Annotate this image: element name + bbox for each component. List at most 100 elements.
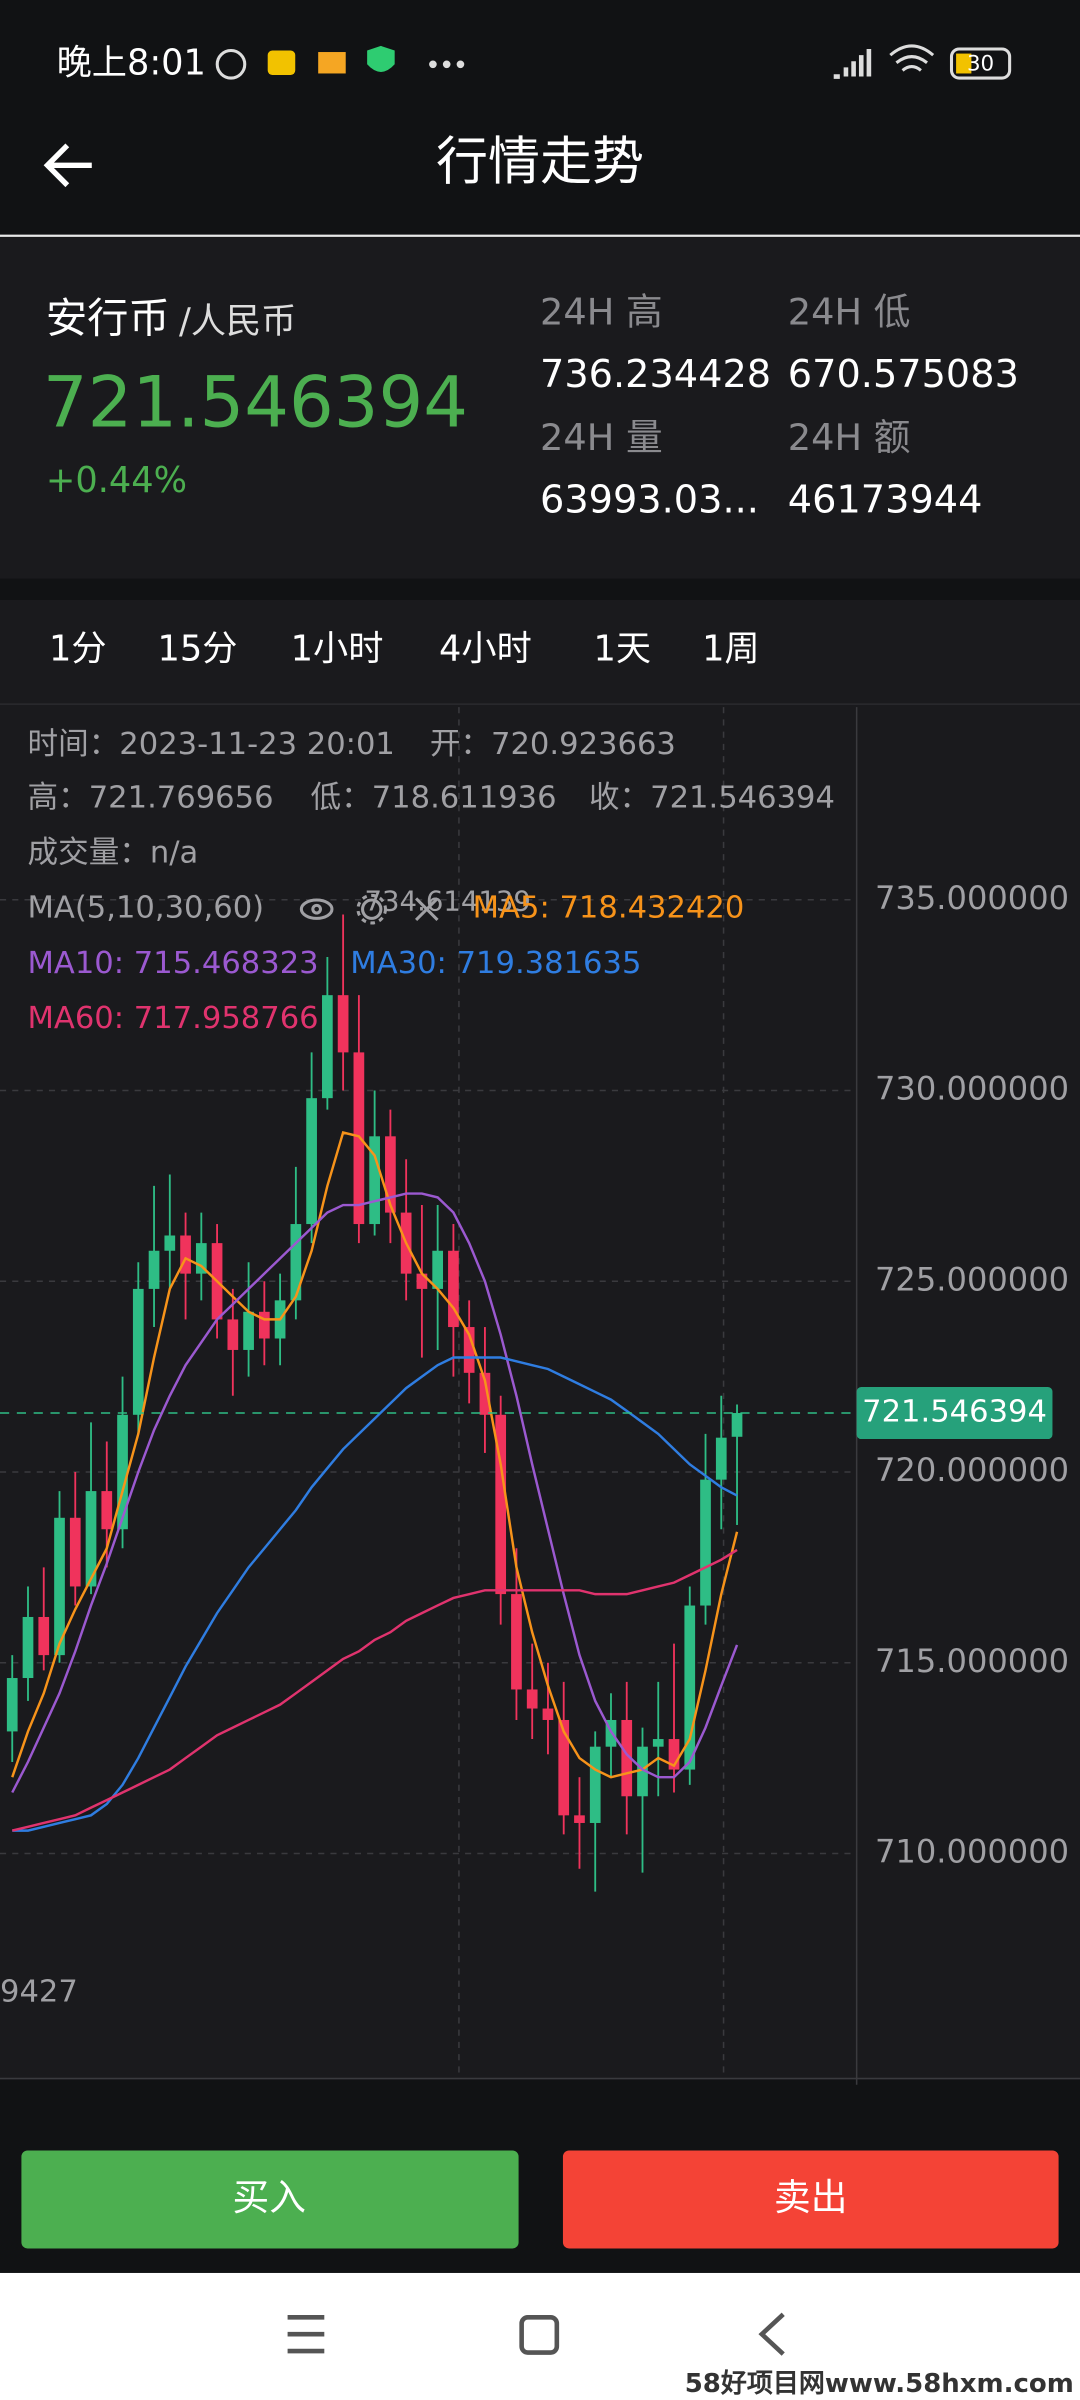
candle-body xyxy=(322,995,333,1099)
legend-entry: MA30: 719.381635 xyxy=(350,946,641,981)
candle-body xyxy=(227,1319,239,1350)
ma-line xyxy=(12,1356,738,1832)
home-button[interactable] xyxy=(519,2315,560,2355)
candle-body xyxy=(22,1616,34,1679)
y-tick-label: 710.000000 xyxy=(875,1832,1069,1870)
info-low: 低：718.611936 xyxy=(311,780,557,815)
candle-body xyxy=(731,1413,743,1437)
ma-line xyxy=(11,1131,739,1779)
candle-body xyxy=(684,1605,696,1770)
candle-body xyxy=(558,1719,570,1816)
candle-body xyxy=(448,1250,459,1328)
back-button[interactable] xyxy=(43,143,92,188)
info-high: 高：721.769656 xyxy=(28,780,274,815)
y-tick-label: 735.000000 xyxy=(875,879,1069,917)
ticker-panel xyxy=(0,237,1080,579)
interval-tab[interactable]: 1周 xyxy=(702,629,760,670)
plot-area: 734.614139 xyxy=(0,885,857,1892)
candle-body xyxy=(479,1372,491,1415)
candle-body xyxy=(416,1273,428,1289)
candle-body xyxy=(463,1327,475,1373)
ma-line xyxy=(11,1548,738,1832)
info-volume: 成交量：n/a xyxy=(28,836,199,871)
candle-body xyxy=(511,1594,522,1690)
candle-body xyxy=(306,1098,317,1225)
candle-body xyxy=(652,1739,664,1747)
candle-body xyxy=(369,1136,380,1225)
tab-bar xyxy=(0,600,1080,705)
candle-body xyxy=(38,1616,50,1656)
sell-label: 卖出 xyxy=(774,2176,847,2219)
nav-bar xyxy=(0,2272,1080,2400)
buy-label: 买入 xyxy=(233,2176,306,2219)
candle-body xyxy=(243,1311,254,1350)
candle-body xyxy=(526,1689,538,1709)
candle-body xyxy=(180,1235,191,1274)
interval-tab[interactable]: 4小时 xyxy=(439,629,532,670)
candle-body xyxy=(54,1517,65,1656)
buy-button[interactable] xyxy=(21,2150,519,2249)
interval-tab[interactable]: 1分 xyxy=(49,629,107,670)
legend-entry: MA60: 717.958766 xyxy=(28,1001,319,1036)
info-time: 时间：2023-11-23 20:01 xyxy=(28,727,395,762)
ma-line xyxy=(11,1192,739,1794)
candle-body xyxy=(101,1491,113,1530)
ma-title: MA(5,10,30,60) xyxy=(28,891,265,926)
candle-body xyxy=(258,1311,270,1339)
menu-button[interactable] xyxy=(287,2315,325,2354)
y-tick-label: 725.000000 xyxy=(875,1260,1069,1298)
candle-body xyxy=(432,1250,444,1289)
stat-label: 24H 低 xyxy=(788,290,911,333)
candle-body xyxy=(637,1746,648,1797)
candle-body xyxy=(148,1250,160,1289)
info-open: 开：720.923663 xyxy=(430,727,676,762)
candle-body xyxy=(589,1746,601,1823)
back-nav-button[interactable] xyxy=(758,2312,785,2356)
sell-button[interactable] xyxy=(562,2150,1059,2249)
interval-tab[interactable]: 1小时 xyxy=(291,629,384,670)
stat-value: 736.234428 xyxy=(540,352,771,397)
candle-body xyxy=(117,1414,128,1530)
stat-label: 24H 额 xyxy=(788,416,911,459)
candle-body xyxy=(668,1739,680,1770)
candle-body xyxy=(195,1243,207,1274)
stat-value: 46173944 xyxy=(788,478,983,523)
stat-value: 63993.03... xyxy=(540,478,759,523)
candle-body xyxy=(700,1479,711,1606)
y-tick-label: 720.000000 xyxy=(875,1451,1069,1489)
legend-entry: MA10: 715.468323 xyxy=(28,946,319,981)
candle-body xyxy=(6,1678,18,1732)
min-label: 9427 xyxy=(0,1974,78,2009)
y-tick-label: 730.000000 xyxy=(875,1070,1069,1108)
candle-body xyxy=(290,1224,302,1301)
interval-tab[interactable]: 1天 xyxy=(594,629,652,670)
price-axis: 710.000000 715.000000 720.000000 725.000000… xyxy=(856,879,1069,1871)
info-close: 收：721.546394 xyxy=(589,780,835,815)
chart-info: 时间：2023-11-23 20:01 开：720.923663 高：721.7… xyxy=(0,727,835,2009)
ma-controls[interactable] xyxy=(299,893,439,925)
candle-body xyxy=(542,1708,554,1720)
max-label: 734.614139 xyxy=(365,885,531,917)
candle-body xyxy=(385,1136,396,1213)
current-price: 721.546394 xyxy=(43,362,468,444)
page-title: 行情走势 xyxy=(436,132,644,192)
candle-body xyxy=(621,1719,633,1797)
interval-tab[interactable]: 15分 xyxy=(158,629,238,670)
candle-body xyxy=(574,1815,585,1823)
legend: MA5: 718.432420 MA10: 715.468323 MA30: 719… xyxy=(28,891,745,1036)
watermark: 58好项目网www.58hxm.com xyxy=(685,2369,1074,2399)
candle-body xyxy=(85,1491,97,1587)
coin-name: 安行币 xyxy=(46,294,170,342)
candle-body xyxy=(337,995,349,1053)
quote-currency: /人民币 xyxy=(179,301,296,342)
candle-body xyxy=(495,1414,507,1595)
price-change: +0.44% xyxy=(46,460,187,501)
candle-body xyxy=(69,1517,81,1587)
status-time: 晚上8:01 xyxy=(57,42,206,83)
candle-body xyxy=(164,1235,176,1251)
battery-level: 30 xyxy=(967,51,994,76)
stat-label: 24H 高 xyxy=(540,290,663,333)
last-price-tag xyxy=(856,1387,1053,1440)
